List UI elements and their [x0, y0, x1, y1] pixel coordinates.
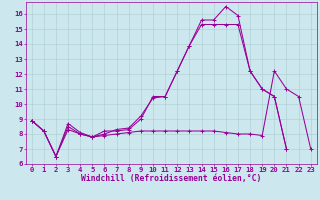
X-axis label: Windchill (Refroidissement éolien,°C): Windchill (Refroidissement éolien,°C) — [81, 174, 261, 183]
